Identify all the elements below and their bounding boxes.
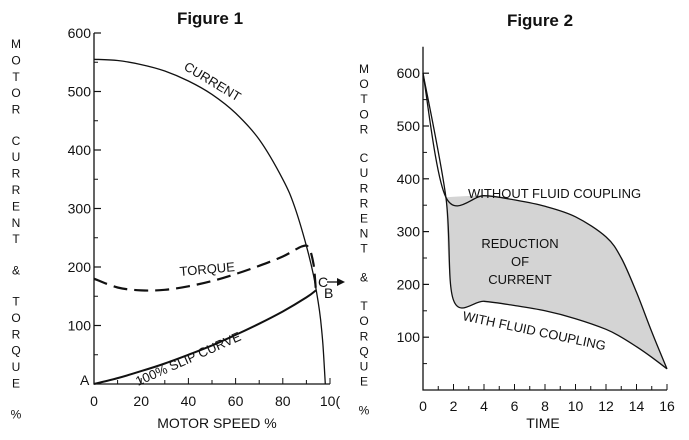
y-tick-label: 500	[68, 84, 92, 100]
y-axis-label-char: T	[12, 70, 20, 84]
y-axis-label-char: T	[360, 299, 368, 313]
y-axis-label-char: %	[359, 403, 370, 417]
y-axis-label-char: R	[360, 122, 369, 136]
y-axis-label-char: E	[360, 211, 368, 225]
y-axis-label-char: Q	[359, 344, 368, 358]
without-fluid-coupling-label: WITHOUT FLUID COUPLING	[468, 186, 641, 201]
point-a-label: A	[80, 372, 90, 388]
figure-1-title: Figure 1	[177, 9, 243, 28]
y-axis-label-char: R	[12, 103, 21, 117]
y-axis-label-char: %	[11, 408, 22, 422]
y-axis-label-char: R	[12, 183, 21, 197]
y-axis-label-char: O	[11, 53, 20, 67]
x-tick-label: 20	[133, 393, 149, 409]
y-tick-label: 400	[397, 171, 421, 187]
y-tick-label: 600	[68, 25, 92, 41]
y-tick-label: 100	[397, 329, 421, 345]
y-axis-label-char: C	[12, 134, 21, 148]
point-b-label: B	[324, 285, 333, 301]
y-tick-label: 600	[397, 65, 421, 81]
region-label-line-1: REDUCTION	[481, 236, 558, 251]
figure-1-x-axis-label: MOTOR SPEED %	[157, 415, 277, 431]
figure-2-x-axis-label: TIME	[526, 415, 559, 431]
y-axis-label-char: T	[360, 242, 368, 256]
y-tick-label: 100	[68, 318, 92, 334]
region-label-line-3: CURRENT	[488, 272, 552, 287]
point-c-label: C	[318, 274, 328, 290]
y-axis-label-char: U	[360, 166, 369, 180]
y-axis-label-char: O	[359, 314, 368, 328]
current-curve	[93, 58, 326, 385]
y-axis-label-char: &	[360, 270, 368, 284]
y-axis-label-char: O	[359, 107, 368, 121]
y-axis-label-char: T	[360, 92, 368, 106]
figure-2-title: Figure 2	[507, 11, 573, 30]
y-axis-label-char: R	[360, 196, 369, 210]
y-tick-label: 200	[68, 259, 92, 275]
y-axis-label-char: Q	[11, 344, 20, 358]
y-axis-label-char: R	[12, 167, 21, 181]
y-tick-label: 300	[397, 224, 421, 240]
y-axis-label-char: R	[360, 329, 369, 343]
x-tick-label: 16	[659, 398, 675, 414]
x-tick-label: 60	[228, 393, 244, 409]
x-tick-label: 8	[541, 398, 549, 414]
x-tick-label: 10(	[320, 393, 341, 409]
y-axis-label-char: T	[12, 294, 20, 308]
y-axis-label-char: M	[11, 37, 21, 51]
torque-curve	[93, 244, 317, 292]
y-axis-label-char: U	[12, 360, 21, 374]
x-tick-label: 6	[511, 398, 519, 414]
y-axis-label-char: U	[360, 359, 369, 373]
x-tick-label: 40	[181, 393, 197, 409]
y-axis-label-char: O	[11, 86, 20, 100]
x-tick-label: 4	[480, 398, 488, 414]
x-tick-label: 0	[419, 398, 427, 414]
y-axis-label-char: C	[360, 151, 369, 165]
y-tick-label: 300	[68, 201, 92, 217]
torque-curve-label: TORQUE	[179, 259, 236, 279]
y-axis-label-char: E	[12, 376, 20, 390]
without-fluid-coupling-curve	[422, 73, 668, 370]
x-tick-label: 12	[598, 398, 614, 414]
y-axis-label-char: N	[360, 227, 369, 241]
y-axis-label-char: N	[12, 216, 21, 230]
y-axis-label-char: O	[11, 311, 20, 325]
y-axis-label-char: U	[12, 150, 21, 164]
x-tick-label: 14	[629, 398, 645, 414]
slip-curve	[93, 289, 317, 385]
y-axis-label-char: O	[359, 77, 368, 91]
y-axis-label-char: T	[12, 232, 20, 246]
y-axis-label-char: E	[12, 199, 20, 213]
y-tick-label: 400	[68, 142, 92, 158]
x-tick-label: 10	[568, 398, 584, 414]
y-axis-label-char: M	[359, 62, 369, 76]
region-label-line-2: OF	[511, 254, 529, 269]
y-tick-label: 200	[397, 276, 421, 292]
x-tick-label: 0	[90, 393, 98, 409]
y-axis-label-char: R	[360, 181, 369, 195]
x-tick-label: 2	[450, 398, 458, 414]
reduction-region	[445, 195, 667, 369]
figure-1-ticks: 100 200 300 400 500 600 0 20 40 60 80 10(	[68, 25, 341, 409]
y-axis-label-char: R	[12, 327, 21, 341]
y-tick-label: 500	[397, 118, 421, 134]
y-axis-label-char: E	[360, 375, 368, 389]
y-axis-label-char: &	[12, 263, 20, 277]
c-arrow	[327, 278, 345, 286]
with-fluid-coupling-curve	[422, 73, 668, 370]
figure-2-ticks: 100 200 300 400 500 600 0 2 4 6 8 10 12 14 16	[397, 65, 675, 414]
x-tick-label: 80	[275, 393, 291, 409]
